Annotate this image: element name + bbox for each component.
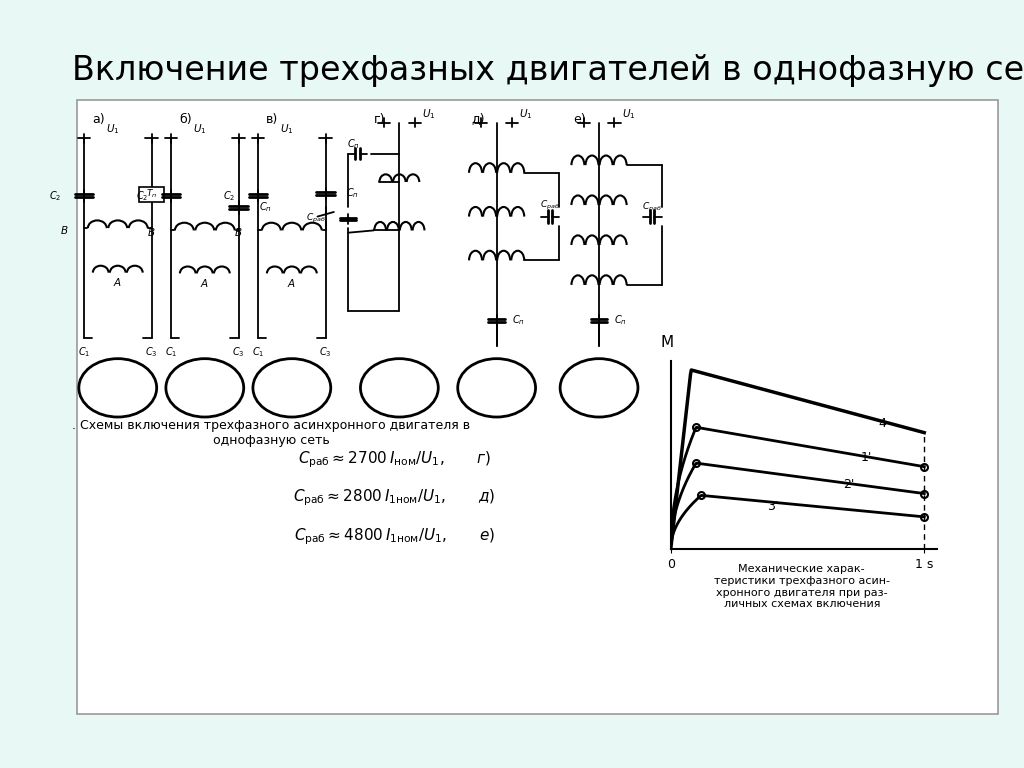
Text: $B$: $B$ [234, 226, 243, 238]
Text: б): б) [179, 113, 191, 125]
Text: $C_{\mathrm{раб}} \approx 2800\,I_{\mathrm{1ном}}/U_1 ,\qquad д)$: $C_{\mathrm{раб}} \approx 2800\,I_{\math… [293, 488, 496, 508]
Text: $C_1$: $C_1$ [165, 345, 177, 359]
Text: $A$: $A$ [201, 276, 209, 289]
Text: $C_2$: $C_2$ [136, 189, 148, 203]
Text: $A$: $A$ [114, 276, 122, 288]
Text: д): д) [471, 113, 484, 125]
Text: в): в) [266, 113, 279, 125]
Bar [139, 187, 164, 202]
Text: $C_1$: $C_1$ [252, 345, 264, 359]
Text: 2': 2' [843, 478, 854, 492]
Text: г): г) [374, 113, 385, 125]
Text: $U_1$: $U_1$ [280, 122, 294, 136]
Text: $C_1$: $C_1$ [78, 345, 90, 359]
Text: $C_п$: $C_п$ [347, 137, 359, 151]
Text: $U_1$: $U_1$ [422, 107, 435, 121]
Text: 3': 3' [767, 500, 778, 513]
Text: $C_п$: $C_п$ [259, 200, 272, 214]
Text: $C_{раб}$: $C_{раб}$ [642, 200, 663, 214]
Text: $B$: $B$ [60, 224, 69, 237]
Text: . Схемы включения трехфазного асинхронного двигателя в
однофазную сеть: . Схемы включения трехфазного асинхронно… [73, 419, 470, 446]
Text: $C_3$: $C_3$ [145, 345, 158, 359]
Text: $C_{\mathrm{раб}} \approx 2700\,I_{\mathrm{ном}}/U_1 ,\qquad г)$: $C_{\mathrm{раб}} \approx 2700\,I_{\math… [298, 449, 490, 470]
Text: $U_1$: $U_1$ [622, 107, 635, 121]
Text: $C_п$: $C_п$ [614, 313, 628, 327]
Text: $A$: $A$ [288, 276, 296, 289]
Text: $C_{раб}$: $C_{раб}$ [540, 199, 560, 213]
Text: $C_3$: $C_3$ [232, 345, 245, 359]
Text: $C_п$: $C_п$ [346, 187, 359, 200]
Text: а): а) [92, 113, 104, 125]
Text: $C_{раб}$: $C_{раб}$ [306, 212, 326, 226]
Text: $B$: $B$ [147, 226, 156, 238]
Text: е): е) [573, 113, 586, 125]
Text: 1': 1' [861, 452, 872, 465]
Text: $U_1$: $U_1$ [519, 107, 532, 121]
Text: Включение трехфазных двигателей в однофазную сеть: Включение трехфазных двигателей в однофа… [72, 54, 1024, 87]
Text: $C_3$: $C_3$ [319, 345, 332, 359]
Text: $C_2$: $C_2$ [49, 189, 61, 203]
Text: 4: 4 [879, 417, 887, 430]
Text: $C_п$: $C_п$ [512, 313, 525, 327]
Text: $C_2$: $C_2$ [223, 189, 236, 203]
Text: $T_п$: $T_п$ [145, 187, 158, 200]
Text: $U_1$: $U_1$ [105, 122, 120, 136]
Text: $C_{\mathrm{раб}} \approx 4800\,I_{\mathrm{1ном}}/U_1 ,\qquad е)$: $C_{\mathrm{раб}} \approx 4800\,I_{\math… [294, 526, 495, 547]
Text: Механические харак-
теристики трехфазного асин-
хронного двигателя при раз-
личн: Механические харак- теристики трехфазног… [714, 564, 890, 609]
FancyBboxPatch shape [77, 100, 998, 714]
Text: $U_1$: $U_1$ [193, 122, 207, 136]
Text: M: M [660, 335, 673, 349]
